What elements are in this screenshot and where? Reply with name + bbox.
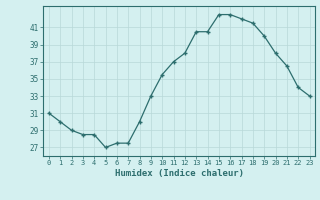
X-axis label: Humidex (Indice chaleur): Humidex (Indice chaleur): [115, 169, 244, 178]
